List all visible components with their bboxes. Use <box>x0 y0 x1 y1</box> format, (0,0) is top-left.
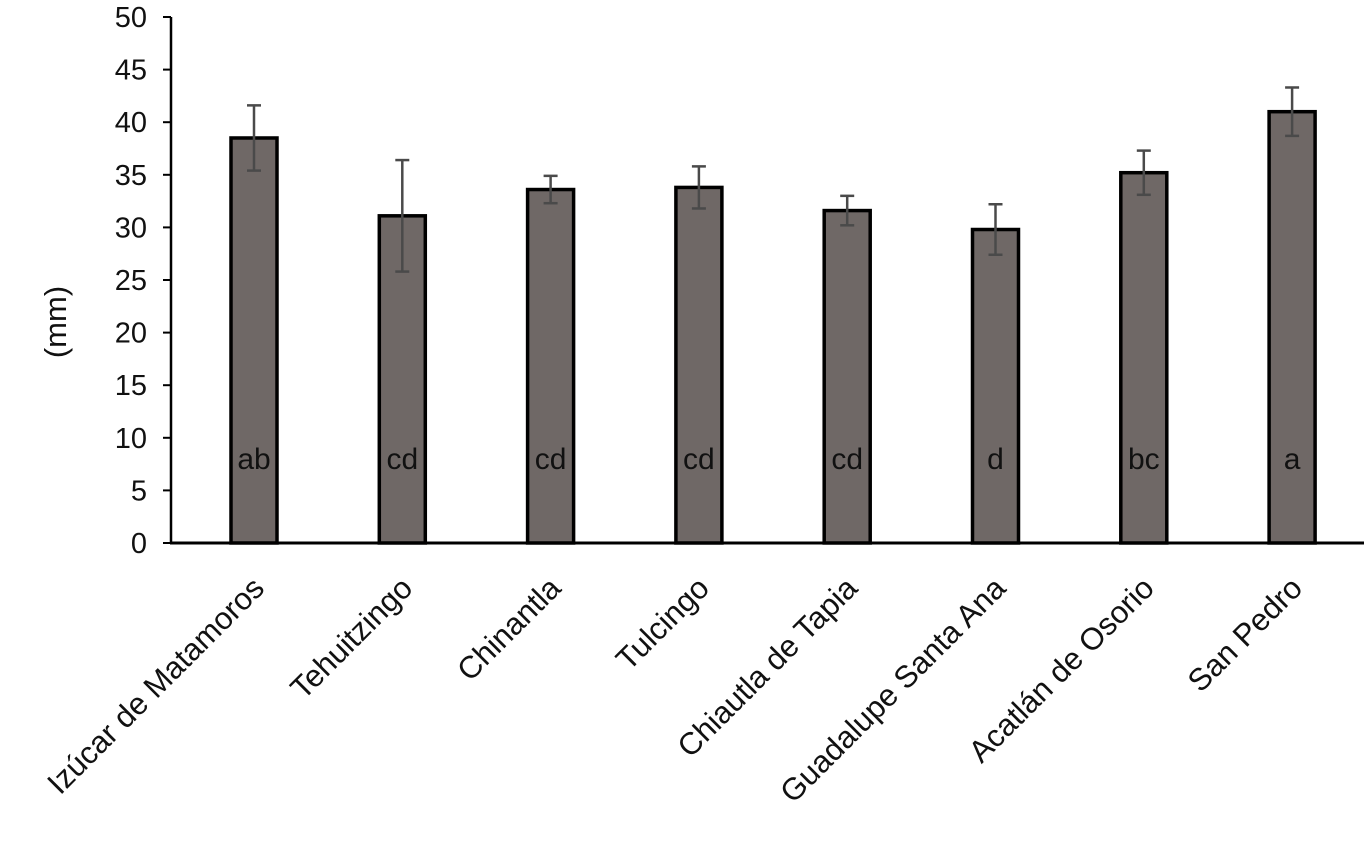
bar <box>674 185 724 545</box>
significance-letter: d <box>987 443 1004 476</box>
y-axis-title: (mm) <box>38 286 73 358</box>
bar <box>1267 109 1317 545</box>
y-tick-label: 25 <box>115 265 147 297</box>
x-tick-label: San Pedro <box>1181 570 1309 698</box>
y-tick-label: 45 <box>115 55 147 87</box>
x-axis-labels: Izúcar de Matamoros Tehuitzingo Chinantla T… <box>40 570 1309 810</box>
y-tick-label: 50 <box>115 2 147 34</box>
bar <box>970 227 1021 545</box>
y-axis-ticks: 0 5 10 15 20 25 30 35 40 45 50 <box>115 2 171 560</box>
error-bars <box>247 86 1300 273</box>
significance-letter: bc <box>1128 443 1160 476</box>
y-tick-label: 30 <box>115 212 147 244</box>
y-tick-label: 5 <box>131 475 147 507</box>
x-tick-label: Tehuitzingo <box>284 570 420 706</box>
y-tick-label: 40 <box>115 107 147 139</box>
x-tick-label: Tulcingo <box>609 570 716 677</box>
significance-letter: cd <box>683 443 715 476</box>
significance-letter: cd <box>831 443 863 476</box>
x-tick-label: Izúcar de Matamoros <box>40 570 271 801</box>
bar <box>525 187 576 545</box>
y-tick-label: 10 <box>115 423 147 455</box>
y-tick-label: 35 <box>115 160 147 192</box>
significance-letter: a <box>1284 443 1301 476</box>
bar <box>822 208 872 545</box>
bars <box>229 109 1317 545</box>
y-tick-label: 0 <box>131 528 147 560</box>
significance-letter: ab <box>237 443 270 476</box>
y-tick-label: 20 <box>115 318 147 350</box>
bar <box>1119 170 1169 545</box>
x-tick-label: Chinantla <box>450 570 568 688</box>
bar <box>229 136 279 545</box>
significance-letters: ab cd cd cd cd d bc a <box>237 443 1300 476</box>
significance-letter: cd <box>386 443 418 476</box>
significance-letter: cd <box>535 443 567 476</box>
y-tick-label: 15 <box>115 370 147 402</box>
